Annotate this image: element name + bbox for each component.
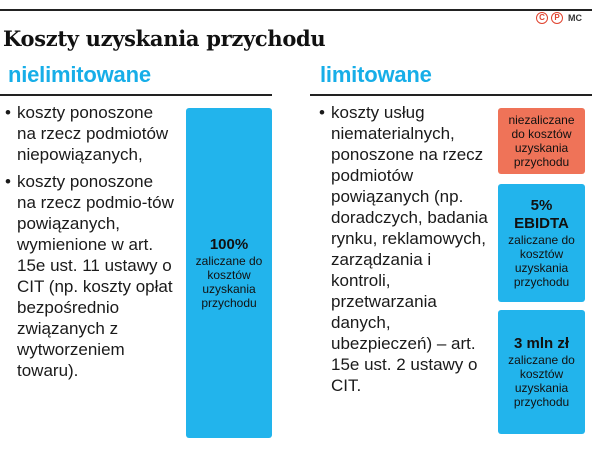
- box-text: niezaliczane do kosztów uzyskania przych…: [508, 113, 575, 169]
- not-deductible-box: niezaliczane do kosztów uzyskania przych…: [498, 108, 585, 174]
- section-rule-left: [0, 94, 272, 96]
- list-item: koszty usług niematerialnych, ponoszone …: [318, 102, 490, 396]
- section-heading-limited: limitowane: [320, 62, 432, 87]
- ebidta-limit-box: 5% EBIDTA zaliczane do kosztów uzyskania…: [498, 184, 585, 302]
- three-million-limit-box: 3 mln zł zaliczane do kosztów uzyskania …: [498, 310, 585, 434]
- limited-costs-list: koszty usług niematerialnych, ponoszone …: [318, 102, 490, 402]
- top-rule: [0, 9, 592, 11]
- box-text: zaliczane do kosztów uzyskania przychodu: [508, 233, 575, 289]
- unlimited-costs-list: koszty ponoszone na rzecz podmiotów niep…: [4, 102, 176, 387]
- section-heading-unlimited: nielimitowane: [8, 62, 151, 87]
- list-item: koszty ponoszone na rzecz podmio-tów pow…: [4, 171, 176, 381]
- copyright-badges: C P MC: [536, 12, 582, 24]
- source-label: MC: [568, 13, 582, 23]
- page-title: Koszty uzyskania przychodu: [3, 26, 326, 51]
- box-value: 3 mln zł: [513, 335, 569, 352]
- box-text: zaliczane do kosztów uzyskania przychodu: [508, 353, 575, 409]
- box-text: zaliczane do kosztów uzyskania przychodu: [195, 254, 263, 310]
- box-value: 5% EBIDTA: [514, 197, 569, 232]
- phonogram-icon: P: [551, 12, 563, 24]
- list-item: koszty ponoszone na rzecz podmiotów niep…: [4, 102, 176, 165]
- full-deduction-box: 100% zaliczane do kosztów uzyskania przy…: [186, 108, 272, 438]
- box-value: 100%: [209, 236, 249, 253]
- copyright-icon: C: [536, 12, 548, 24]
- section-rule-right: [310, 94, 592, 96]
